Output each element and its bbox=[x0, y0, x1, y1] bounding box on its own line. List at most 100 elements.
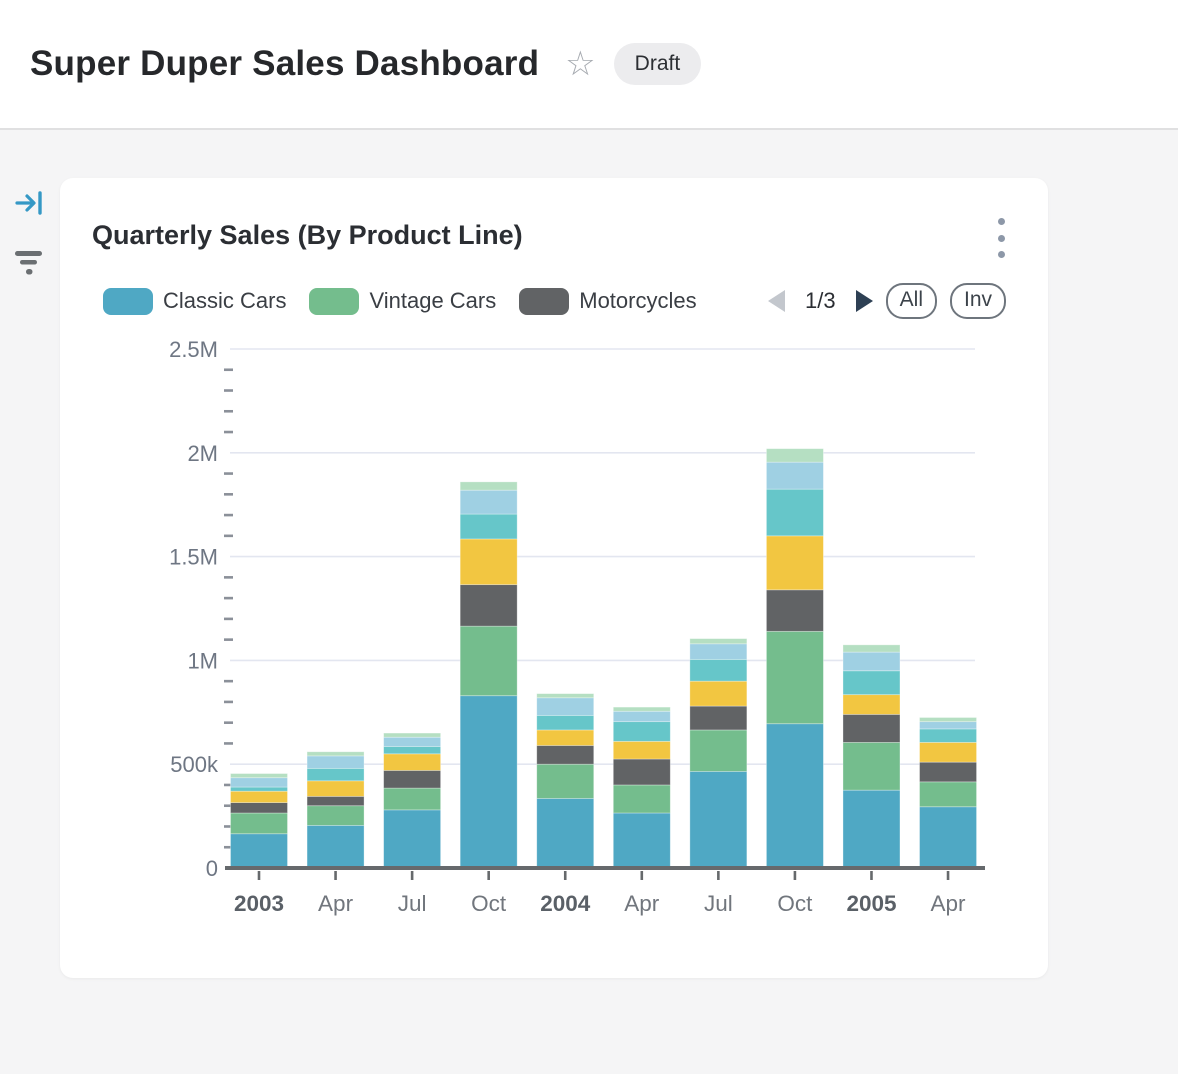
legend-swatch-classic-cars bbox=[103, 287, 153, 315]
legend-next-arrow-icon[interactable] bbox=[855, 290, 873, 312]
bar-segment[interactable] bbox=[459, 625, 518, 697]
bar-segment[interactable] bbox=[536, 693, 595, 699]
bar-segment[interactable] bbox=[306, 751, 365, 757]
bar-segment[interactable] bbox=[383, 753, 442, 771]
bar-segment[interactable] bbox=[766, 630, 824, 725]
bar-segment[interactable] bbox=[842, 713, 901, 743]
bar-segment[interactable] bbox=[612, 740, 671, 760]
bar-segment[interactable] bbox=[306, 767, 365, 782]
bar-segment[interactable] bbox=[842, 742, 901, 791]
bar-segment[interactable] bbox=[766, 488, 824, 537]
y-axis-label: 2.5M bbox=[169, 338, 218, 362]
bar-segment[interactable] bbox=[689, 638, 748, 645]
bar-segment[interactable] bbox=[842, 670, 901, 696]
bar-segment[interactable] bbox=[230, 786, 288, 792]
x-axis-label: Oct bbox=[777, 891, 813, 916]
bar-segment[interactable] bbox=[689, 658, 748, 682]
chart-card: Quarterly Sales (By Product Line) Classi… bbox=[60, 178, 1048, 978]
y-axis-label: 0 bbox=[206, 856, 218, 881]
bar-segment[interactable] bbox=[459, 584, 518, 627]
bar-segment[interactable] bbox=[306, 825, 365, 869]
collapse-panel-icon[interactable] bbox=[14, 188, 44, 221]
x-axis-label: Jul bbox=[704, 891, 733, 916]
bar-segment[interactable] bbox=[919, 728, 977, 743]
bar-segment[interactable] bbox=[459, 513, 518, 540]
bar-segment[interactable] bbox=[919, 717, 977, 723]
bar-segment[interactable] bbox=[306, 805, 365, 826]
y-axis-label: 2M bbox=[187, 441, 218, 466]
bar-segment[interactable] bbox=[230, 773, 288, 779]
legend-item-motorcycles[interactable]: Motorcycles bbox=[519, 287, 697, 315]
bar-segment[interactable] bbox=[230, 790, 288, 804]
bar-segment[interactable] bbox=[766, 461, 824, 490]
bar-segment[interactable] bbox=[766, 448, 824, 463]
legend-row: Classic Cars Vintage Cars Motorcycles 1/… bbox=[103, 282, 1006, 320]
bar-segment[interactable] bbox=[230, 802, 288, 814]
x-axis-label: 2003 bbox=[234, 891, 284, 916]
bar-segment[interactable] bbox=[536, 763, 595, 799]
x-axis-label: 2004 bbox=[540, 891, 591, 916]
x-axis-label: Jul bbox=[398, 891, 427, 916]
bar-segment[interactable] bbox=[689, 705, 748, 731]
bar-segment[interactable] bbox=[842, 694, 901, 715]
bar-segment[interactable] bbox=[689, 729, 748, 772]
bar-segment[interactable] bbox=[919, 721, 977, 730]
side-toolbar bbox=[14, 188, 46, 306]
bar-segment[interactable] bbox=[919, 742, 977, 763]
bar-segment[interactable] bbox=[689, 680, 748, 707]
bar-segment[interactable] bbox=[842, 789, 901, 869]
bar-segment[interactable] bbox=[612, 710, 671, 723]
bar-segment[interactable] bbox=[766, 723, 824, 869]
bar-segment[interactable] bbox=[536, 715, 595, 731]
bar-segment[interactable] bbox=[383, 736, 442, 747]
bar-segment[interactable] bbox=[536, 729, 595, 746]
bar-segment[interactable] bbox=[536, 798, 595, 869]
legend-inv-button[interactable]: Inv bbox=[949, 282, 1006, 320]
filter-icon[interactable] bbox=[14, 247, 44, 280]
bar-segment[interactable] bbox=[612, 706, 671, 712]
favorite-star-icon[interactable]: ☆ bbox=[565, 45, 596, 83]
bar-segment[interactable] bbox=[766, 589, 824, 632]
bar-segment[interactable] bbox=[383, 787, 442, 811]
bar-segment[interactable] bbox=[919, 781, 977, 808]
card-menu-kebab-icon[interactable] bbox=[994, 218, 1008, 258]
bar-segment[interactable] bbox=[689, 643, 748, 660]
bar-segment[interactable] bbox=[919, 806, 977, 869]
bar-segment[interactable] bbox=[383, 732, 442, 738]
status-badge: Draft bbox=[613, 43, 702, 85]
bar-segment[interactable] bbox=[383, 809, 442, 869]
legend-swatch-motorcycles bbox=[519, 287, 570, 315]
bar-segment[interactable] bbox=[612, 758, 671, 786]
chart-title: Quarterly Sales (By Product Line) bbox=[92, 220, 523, 250]
bar-segment[interactable] bbox=[230, 812, 288, 835]
bar-segment[interactable] bbox=[766, 535, 824, 591]
y-axis-label: 1M bbox=[187, 648, 218, 673]
bar-segment[interactable] bbox=[612, 721, 671, 742]
bar-segment[interactable] bbox=[689, 771, 748, 869]
bar-segment[interactable] bbox=[536, 745, 595, 765]
bar-segment[interactable] bbox=[383, 770, 442, 789]
bar-segment[interactable] bbox=[612, 812, 671, 869]
bar-segment[interactable] bbox=[230, 833, 288, 869]
bar-segment[interactable] bbox=[612, 784, 671, 814]
bar-segment[interactable] bbox=[306, 780, 365, 797]
bar-segment[interactable] bbox=[842, 644, 901, 653]
bar-segment[interactable] bbox=[459, 695, 518, 869]
bar-segment[interactable] bbox=[306, 755, 365, 769]
x-axis-label: Apr bbox=[931, 891, 967, 916]
bar-segment[interactable] bbox=[459, 538, 518, 586]
bar-segment[interactable] bbox=[383, 746, 442, 755]
legend-page-indicator: 1/3 bbox=[805, 288, 836, 313]
x-axis-label: Oct bbox=[471, 891, 507, 916]
bar-segment[interactable] bbox=[459, 481, 518, 491]
legend-all-button[interactable]: All bbox=[885, 282, 937, 320]
legend-item-classic-cars[interactable]: Classic Cars bbox=[103, 287, 286, 315]
page-title: Super Duper Sales Dashboard bbox=[30, 44, 540, 83]
legend-item-vintage-cars[interactable]: Vintage Cars bbox=[309, 287, 496, 315]
bar-segment[interactable] bbox=[230, 777, 288, 788]
bar-segment[interactable] bbox=[536, 697, 595, 716]
bar-segment[interactable] bbox=[919, 761, 977, 783]
bar-segment[interactable] bbox=[842, 651, 901, 672]
bar-segment[interactable] bbox=[459, 489, 518, 515]
bar-segment[interactable] bbox=[306, 795, 365, 807]
